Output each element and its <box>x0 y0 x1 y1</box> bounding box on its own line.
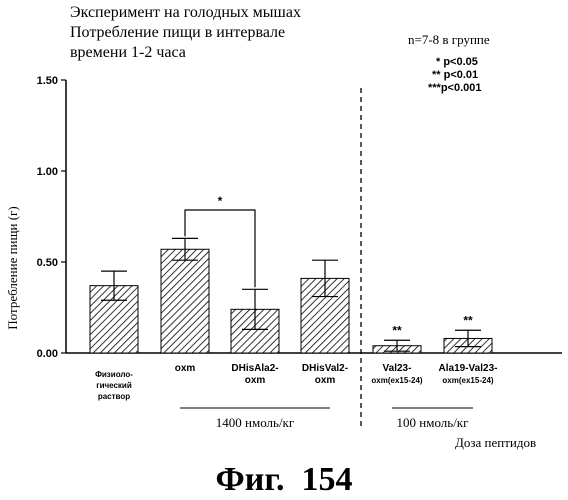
category-labels: Физиоло-гическийрастворoxmDHisAla2-oxmDH… <box>95 363 497 401</box>
significance-mark: ** <box>392 323 402 337</box>
bars: ** ** <box>90 238 492 353</box>
figure-caption: Фиг. 154 <box>216 461 353 498</box>
y-tick-label: 1.00 <box>37 166 58 178</box>
title-line-3: времени 1-2 часа <box>70 44 186 61</box>
category-label: oxm <box>315 375 336 386</box>
comparison-mark: * <box>218 194 223 208</box>
significance-mark: ** <box>463 313 473 327</box>
dose-group-label: 100 нмоль/кг <box>397 415 469 430</box>
significance-3: ***p<0.001 <box>428 82 482 94</box>
y-tick-label: 0.50 <box>37 257 58 269</box>
bar <box>161 249 209 353</box>
category-label: DHisAla2- <box>231 363 278 374</box>
x-axis-label: Доза пептидов <box>455 435 536 450</box>
dose-group-label: 1400 нмоль/кг <box>216 415 294 430</box>
category-label: Физиоло- <box>95 370 133 379</box>
category-label: oxm <box>175 363 196 374</box>
category-label: oxm(ex15-24) <box>442 376 493 385</box>
category-label: oxm(ex15-24) <box>371 376 422 385</box>
category-label: Val23- <box>383 363 412 374</box>
dose-groups: 1400 нмоль/кг 100 нмоль/кг <box>180 408 473 430</box>
title-line-2: Потребление пищи в интервале <box>70 24 285 41</box>
group-note: n=7-8 в группе <box>408 32 490 47</box>
y-axis-label: Потребление пищи (г) <box>5 206 20 329</box>
category-label: oxm <box>245 375 266 386</box>
category-label: DHisVal2- <box>302 363 348 374</box>
category-label: Ala19-Val23- <box>439 363 498 374</box>
y-tick-label: 1.50 <box>37 75 58 87</box>
y-tick-label: 0.00 <box>37 348 58 360</box>
significance-1: * p<0.05 <box>436 56 478 68</box>
significance-2: ** p<0.01 <box>432 69 478 81</box>
category-label: раствор <box>98 392 130 401</box>
title-line-1: Эксперимент на голодных мышах <box>70 4 301 21</box>
category-label: гический <box>96 381 132 390</box>
